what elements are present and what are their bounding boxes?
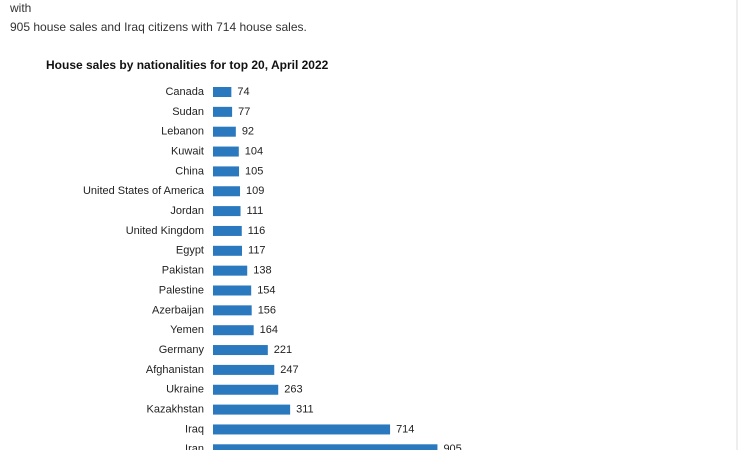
y-tick-label: United Kingdom	[126, 225, 204, 237]
bar	[213, 265, 248, 276]
bar	[213, 206, 241, 217]
bar	[213, 444, 438, 450]
y-tick-label: Iran	[185, 443, 204, 450]
bar	[213, 325, 254, 336]
value-label: 221	[274, 344, 292, 356]
y-tick-label: Iraq	[185, 423, 204, 435]
bar	[213, 345, 268, 356]
y-tick-label: Ukraine	[166, 384, 204, 396]
value-label: 154	[257, 284, 275, 296]
value-label: 905	[443, 443, 461, 450]
y-tick-label: Germany	[159, 344, 205, 356]
bar	[213, 186, 241, 197]
value-label: 156	[258, 304, 276, 316]
intro-text: with	[9, 1, 31, 15]
value-label: 105	[245, 165, 263, 177]
y-tick-label: Kazakhstan	[147, 404, 204, 416]
y-tick-label: Afghanistan	[146, 364, 204, 376]
chart-title: House sales by nationalities for top 20,…	[46, 58, 329, 72]
y-tick-label: Kuwait	[171, 145, 204, 157]
bar	[213, 424, 391, 435]
value-label: 164	[260, 324, 278, 336]
y-tick-label: Sudan	[172, 106, 204, 118]
bar	[213, 305, 252, 316]
value-label: 247	[280, 364, 298, 376]
value-label: 117	[248, 245, 266, 257]
value-label: 104	[245, 145, 263, 157]
y-tick-label: Jordan	[170, 205, 204, 217]
y-tick-label: Azerbaijan	[152, 304, 204, 316]
y-tick-label: China	[175, 165, 205, 177]
y-tick-label: Palestine	[159, 284, 204, 296]
value-label: 263	[284, 384, 302, 396]
value-label: 77	[238, 106, 250, 118]
y-tick-label: Pakistan	[162, 265, 204, 277]
bar	[213, 225, 242, 236]
bar	[213, 87, 232, 97]
value-label: 74	[237, 86, 249, 98]
y-tick-label: Lebanon	[161, 126, 204, 138]
value-label: 714	[396, 423, 414, 435]
y-tick-label: Egypt	[176, 245, 204, 257]
value-label: 109	[246, 185, 264, 197]
value-label: 138	[253, 265, 271, 277]
value-label: 92	[242, 126, 254, 138]
intro-text: 905 house sales and Iraq citizens with 7…	[10, 20, 307, 34]
bar	[213, 106, 233, 117]
bar	[213, 285, 252, 296]
bar	[213, 126, 236, 137]
bar	[213, 146, 239, 157]
bar	[213, 384, 279, 395]
bar	[213, 245, 243, 256]
bar	[213, 166, 240, 177]
y-tick-label: Yemen	[170, 324, 204, 336]
y-tick-label: Canada	[165, 86, 204, 98]
bar	[213, 364, 275, 375]
y-tick-label: United States of America	[83, 185, 205, 197]
value-label: 311	[296, 404, 314, 416]
value-label: 111	[247, 205, 264, 217]
value-label: 116	[248, 225, 266, 237]
bar	[213, 404, 291, 415]
